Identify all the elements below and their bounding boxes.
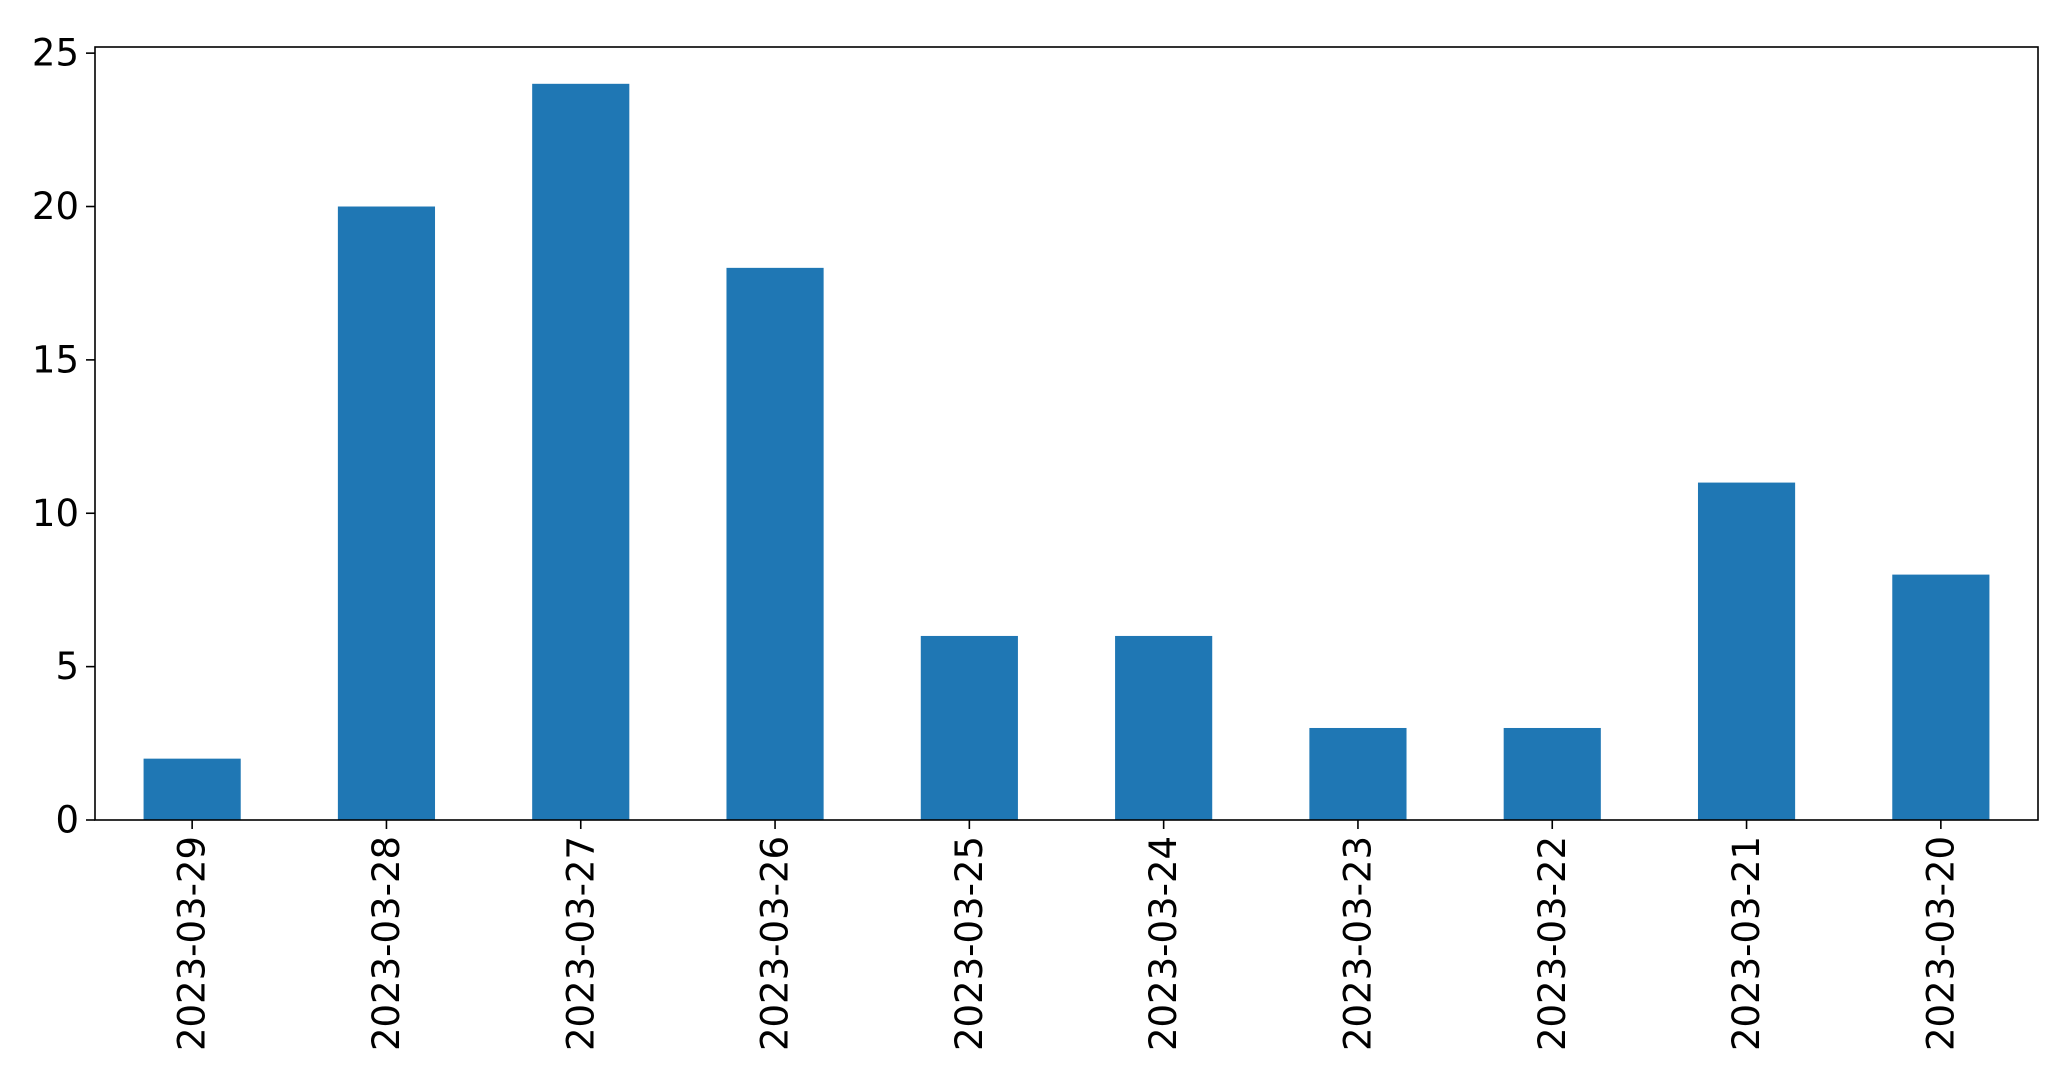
y-tick-label: 0 [55, 799, 79, 842]
y-tick-label: 20 [32, 185, 79, 228]
bar-2023-03-22 [1503, 727, 1601, 820]
bar-2023-03-26 [726, 267, 824, 820]
x-tick-label: 2023-03-26 [754, 836, 797, 1051]
plot-frame [94, 46, 2039, 821]
x-tick-label: 2023-03-20 [1919, 836, 1962, 1051]
bar-2023-03-23 [1309, 727, 1407, 820]
bar-2023-03-29 [143, 758, 241, 820]
x-tick-label: 2023-03-28 [365, 836, 408, 1051]
bar-2023-03-21 [1697, 482, 1796, 820]
x-tick-label: 2023-03-23 [1336, 836, 1379, 1051]
x-axis: 2023-03-29 2023-03-28 2023-03-27 2023-03-26… [171, 820, 1962, 1051]
bars-group [143, 83, 1990, 821]
x-tick-label: 2023-03-22 [1531, 836, 1574, 1051]
y-tick-label: 25 [32, 32, 79, 75]
bar-2023-03-24 [1115, 635, 1213, 820]
x-tick-label: 2023-03-24 [1142, 836, 1185, 1051]
bar-2023-03-20 [1892, 574, 1990, 820]
bar-2023-03-28 [337, 206, 436, 820]
x-tick-label: 2023-03-27 [559, 836, 602, 1051]
y-tick-label: 10 [32, 492, 79, 535]
bar-2023-03-27 [532, 83, 630, 821]
y-axis: 0 5 10 15 20 25 [32, 32, 95, 842]
y-tick-label: 5 [55, 645, 79, 688]
x-tick-label: 2023-03-29 [171, 836, 214, 1051]
x-tick-label: 2023-03-25 [948, 836, 991, 1051]
bar-2023-03-25 [920, 635, 1018, 820]
y-tick-label: 15 [32, 338, 79, 381]
x-tick-label: 2023-03-21 [1725, 836, 1768, 1051]
